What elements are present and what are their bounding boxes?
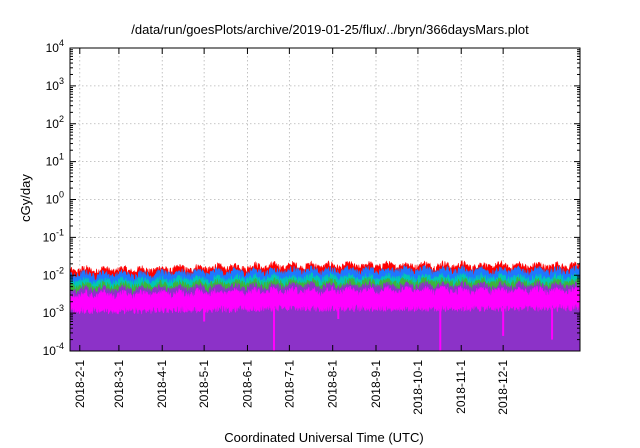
y-tick-label: 101 [46,152,64,169]
x-tick-label: 2018-2-1 [73,360,87,408]
y-tick-label: 10-3 [43,303,64,320]
y-tick-label: 103 [46,76,64,93]
x-tick-label: 2018-8-1 [326,360,340,408]
series-layer [69,259,581,352]
y-tick-label: 102 [46,114,64,131]
y-tick-label: 100 [46,190,64,207]
y-axis-label: cGy/day [18,174,33,222]
x-tick-label: 2018-10-1 [411,360,425,415]
x-tick-label: 2018-9-1 [369,360,383,408]
x-tick-label: 2018-5-1 [197,360,211,408]
x-axis-label: Coordinated Universal Time (UTC) [224,430,423,445]
chart-title: /data/run/goesPlots/archive/2019-01-25/f… [131,22,529,37]
y-tick-label: 10-4 [43,341,64,358]
x-tick-label: 2018-3-1 [112,360,126,408]
x-axis: 2018-2-1 2018-3-1 2018-4-1 2018-5-1 2018-6-1… [73,48,510,415]
x-tick-label: 2018-4-1 [155,360,169,408]
x-tick-label: 2018-7-1 [282,360,296,408]
y-tick-label: 10-1 [43,227,64,244]
x-tick-label: 2018-11-1 [454,360,468,414]
y-tick-label: 10-2 [43,265,64,282]
x-tick-label: 2018-6-1 [240,360,254,408]
y-axis: 10-4 10-3 10-2 10-1 100 101 102 103 104 [43,38,580,358]
x-tick-label: 2018-12-1 [496,360,510,415]
y-tick-label: 104 [46,38,64,55]
